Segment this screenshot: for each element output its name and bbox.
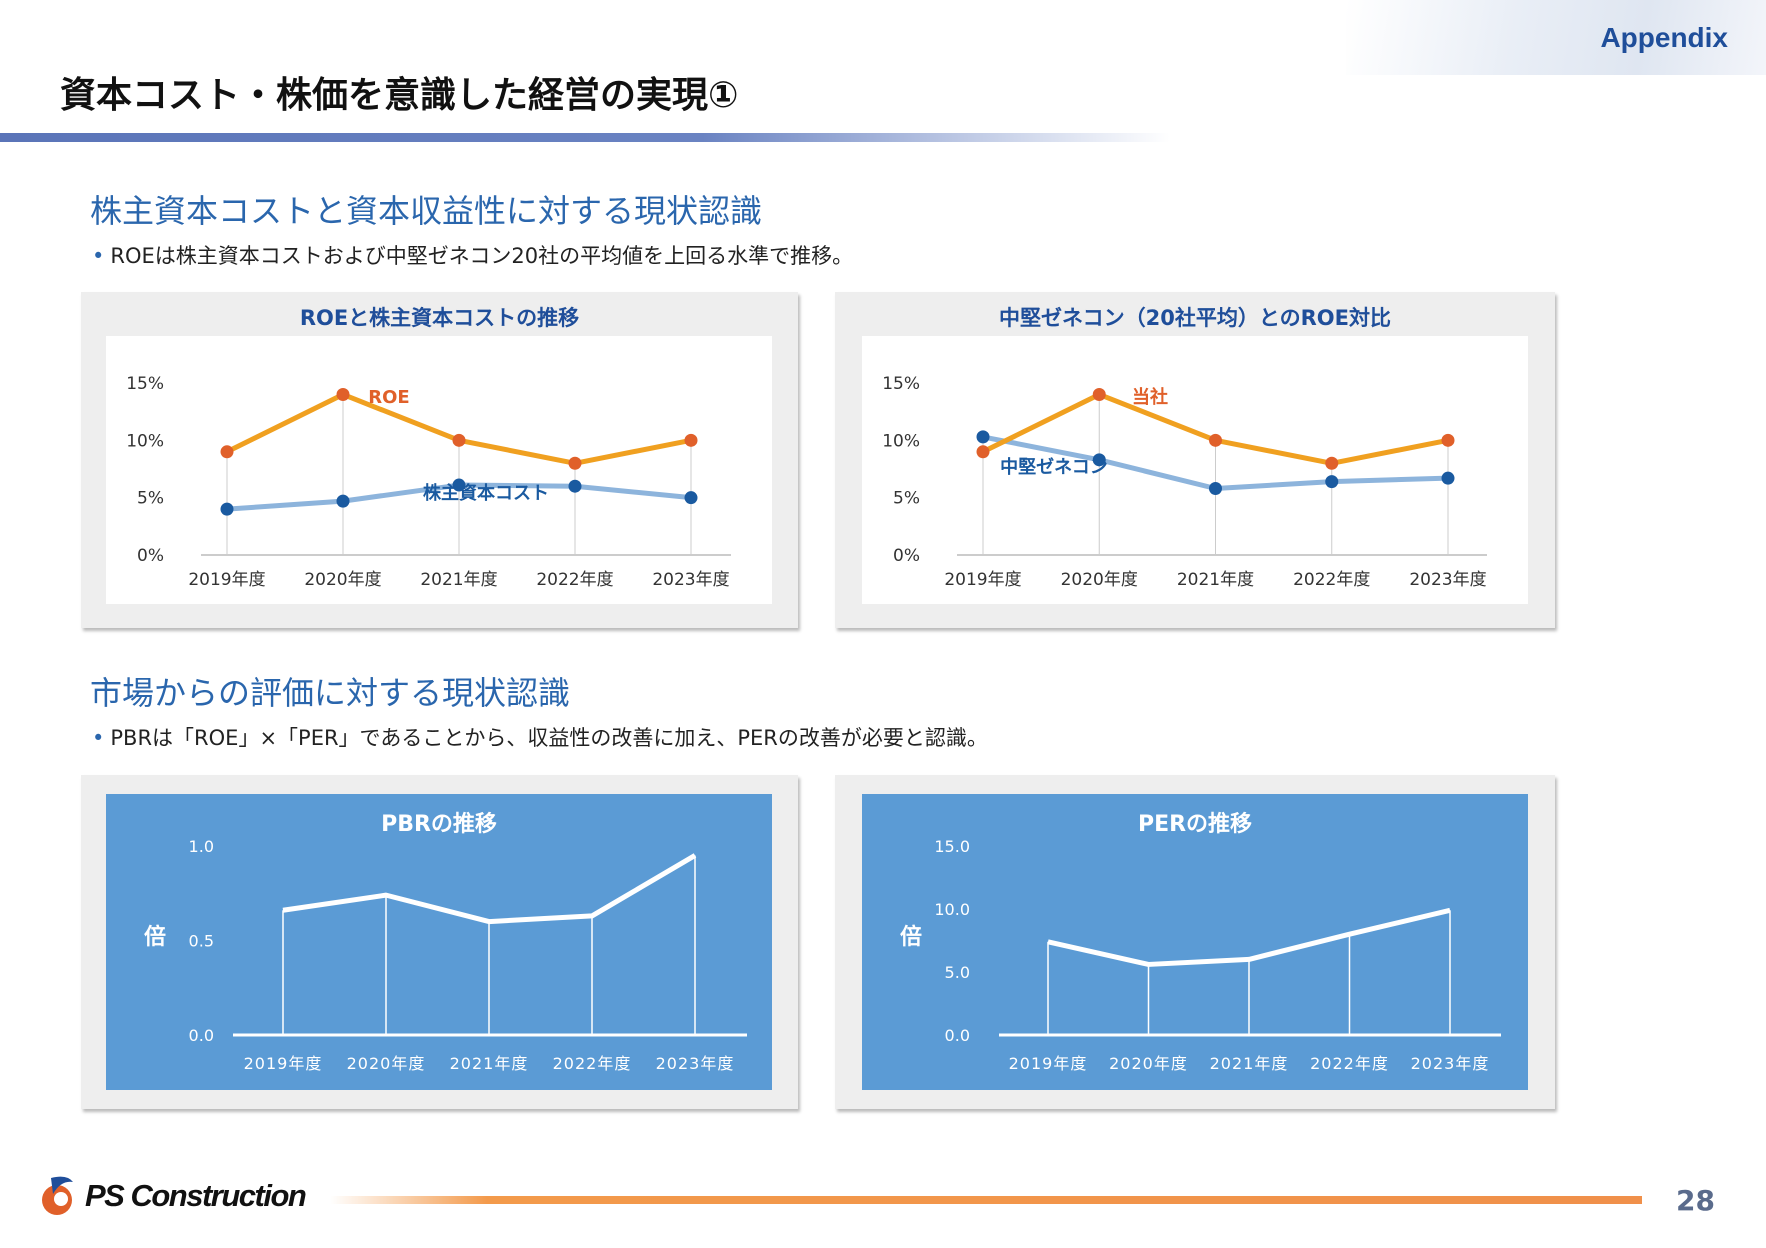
y-axis-label: 倍 [900, 924, 922, 950]
data-point [684, 491, 698, 505]
data-point [1325, 475, 1339, 489]
y-tick-label: 10% [126, 431, 164, 451]
data-point [1209, 433, 1222, 447]
per-chart: 0.0 5.0 10.0 15.0 2019年度 2020年度 2021年度 2022年度 20… [900, 837, 1501, 1073]
x-tick-label: 2022年度 [1293, 570, 1370, 590]
section1-heading: 株主資本コストと資本収益性に対する現状認識 [90, 192, 763, 230]
series-label: 中堅ゼネコン [1000, 456, 1108, 478]
section2-bullet-text: PBRは「ROE」×「PER」であることから、収益性の改善に加え、PERの改善が… [110, 726, 988, 750]
series-line-PERの推移 [1047, 907, 1451, 967]
data-point [336, 494, 350, 508]
roe-peer-chart-panel: 中堅ゼネコン（20社平均）とのROE対比 0% 5% 10% 15% 2019年度 202… [835, 292, 1555, 628]
x-tick-label: 2020年度 [347, 1054, 426, 1073]
x-tick-label: 2021年度 [1210, 1054, 1289, 1073]
section2-bullet: • PBRは「ROE」×「PER」であることから、収益性の改善に加え、PERの改善… [92, 722, 988, 752]
pbr-chart-panel: PBRの推移 0.0 0.5 1.0 2019年度 2020年度 2021年度 2022年度… [81, 775, 798, 1109]
series-label: 当社 [1132, 386, 1168, 408]
header-decoration [1346, 0, 1766, 75]
y-tick-label: 15% [882, 374, 920, 394]
x-tick-label: 2020年度 [304, 570, 381, 590]
data-point [1441, 433, 1455, 447]
x-tick-label: 2021年度 [1177, 570, 1254, 590]
series-label: 株主資本コスト [423, 482, 549, 504]
y-tick-label: 0% [137, 546, 164, 566]
x-tick-label: 2023年度 [652, 570, 729, 590]
footer-bar [330, 1196, 1642, 1204]
section1-bullet-text: ROEは株主資本コストおよび中堅ゼネコン20社の平均値を上回る水準で推移。 [110, 244, 854, 268]
section1-bullet: • ROEは株主資本コストおよび中堅ゼネコン20社の平均値を上回る水準で推移。 [92, 240, 853, 270]
chart-title: 中堅ゼネコン（20社平均）とのROE対比 [999, 306, 1391, 330]
data-point [568, 479, 582, 493]
data-point [1325, 456, 1339, 470]
bullet-icon: • [92, 726, 105, 750]
y-tick-label: 1.0 [189, 837, 214, 856]
y-tick-label: 15.0 [934, 837, 970, 856]
y-tick-label: 10.0 [934, 900, 970, 919]
y-tick-label: 0% [893, 546, 920, 566]
y-tick-label: 15% [126, 374, 164, 394]
series-label: ROE [368, 387, 409, 408]
y-tick-label: 0.5 [189, 932, 214, 951]
x-tick-label: 2021年度 [450, 1054, 529, 1073]
data-point [1441, 471, 1455, 485]
x-tick-label: 2020年度 [1061, 570, 1138, 590]
title-underline [0, 133, 1170, 142]
data-point [1092, 387, 1106, 401]
chart-title: PERの推移 [1137, 812, 1253, 837]
data-point [1092, 453, 1106, 467]
data-point [568, 456, 582, 470]
y-axis-label: 倍 [144, 924, 166, 950]
section2-heading: 市場からの評価に対する現状認識 [90, 674, 571, 712]
x-tick-label: 2022年度 [536, 570, 613, 590]
x-tick-label: 2020年度 [1109, 1054, 1188, 1073]
x-tick-label: 2019年度 [188, 570, 265, 590]
y-tick-label: 5.0 [945, 963, 970, 982]
logo-mark-icon [42, 1176, 73, 1215]
data-point [684, 433, 698, 447]
x-tick-label: 2019年度 [244, 1054, 323, 1073]
data-point [452, 478, 466, 492]
data-point [220, 445, 234, 459]
page-title: 資本コスト・株価を意識した経営の実現① [60, 75, 739, 116]
x-tick-label: 2023年度 [656, 1054, 735, 1073]
roe-cost-chart: 0% 5% 10% 15% 2019年度 2020年度 2021年度 2022年度 2023年度… [126, 374, 731, 590]
company-logo: PS Construction [37, 1172, 307, 1220]
x-tick-label: 2023年度 [1411, 1054, 1490, 1073]
x-tick-label: 2021年度 [420, 570, 497, 590]
page-number: 28 [1676, 1184, 1715, 1217]
per-chart-panel: PERの推移 0.0 5.0 10.0 15.0 2019年度 2020年度 2021年度 2… [835, 775, 1555, 1109]
y-tick-label: 0.0 [189, 1026, 214, 1045]
data-point [976, 445, 990, 459]
y-tick-label: 5% [137, 489, 164, 509]
roe-cost-chart-panel: ROEと株主資本コストの推移 0% 5% 10% 15% 2019年度 2020年度 202… [81, 292, 798, 628]
x-tick-label: 2019年度 [1009, 1054, 1088, 1073]
x-tick-label: 2022年度 [1310, 1054, 1389, 1073]
data-point [220, 502, 234, 516]
pbr-chart: 0.0 0.5 1.0 2019年度 2020年度 2021年度 2022年度 2023年度 倍 [144, 837, 747, 1073]
x-tick-label: 2022年度 [553, 1054, 632, 1073]
chart-title: ROEと株主資本コストの推移 [299, 306, 580, 330]
data-point [976, 430, 990, 444]
data-point [336, 387, 350, 401]
x-tick-label: 2019年度 [944, 570, 1021, 590]
y-tick-label: 5% [893, 489, 920, 509]
roe-peer-chart: 0% 5% 10% 15% 2019年度 2020年度 2021年度 2022年度 2023年度… [882, 374, 1487, 590]
series-line-PBRの推移 [282, 853, 697, 925]
company-name: PS Construction [85, 1178, 307, 1213]
x-tick-label: 2023年度 [1409, 570, 1486, 590]
data-point [1209, 481, 1222, 495]
bullet-icon: • [92, 244, 105, 268]
y-tick-label: 10% [882, 431, 920, 451]
data-point [452, 433, 466, 447]
chart-title: PBRの推移 [381, 812, 497, 837]
appendix-tag: Appendix [1600, 22, 1728, 53]
y-tick-label: 0.0 [945, 1026, 970, 1045]
